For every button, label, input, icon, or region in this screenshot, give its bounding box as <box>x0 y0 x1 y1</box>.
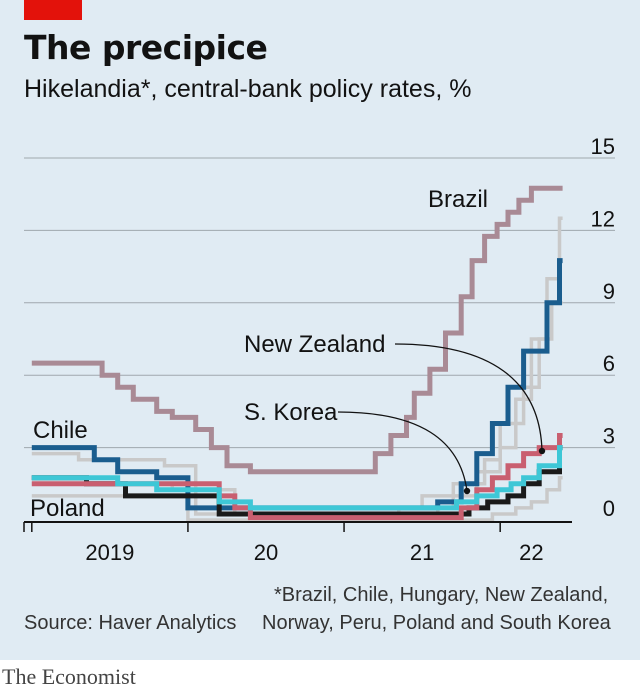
x-tick-label: 22 <box>519 540 543 565</box>
y-tick-label: 3 <box>603 424 615 449</box>
chart-subtitle: Hikelandia*, central-bank policy rates, … <box>24 75 472 103</box>
chart-panel: The precipice Hikelandia*, central-bank … <box>0 0 640 660</box>
x-tick-label: 20 <box>254 540 278 565</box>
series-line-chile <box>31 258 563 511</box>
label-poland: Poland <box>30 495 105 522</box>
y-tick-label: 6 <box>603 351 615 376</box>
y-tick-label: 15 <box>591 134 615 159</box>
publisher-brand: The Economist <box>2 664 136 689</box>
y-tick-label: 0 <box>603 496 615 521</box>
source-note: Source: Haver Analytics <box>24 612 237 634</box>
label-new-zealand: New Zealand <box>244 331 385 358</box>
series-line-other-b <box>31 216 563 516</box>
footnote-line-2: Norway, Peru, Poland and South Korea <box>262 612 611 634</box>
leader-dot-s-korea <box>463 487 471 495</box>
leader-line-s-korea <box>337 411 468 492</box>
y-tick-label: 9 <box>603 279 615 304</box>
series-line-other-c <box>31 476 563 522</box>
leader-line-new-zealand <box>394 343 543 452</box>
leader-dot-new-zealand <box>538 447 546 455</box>
y-tick-label: 12 <box>591 206 615 231</box>
chart-title: The precipice <box>24 28 268 67</box>
series-line-s-korea <box>31 445 563 511</box>
x-tick-label: 21 <box>410 540 434 565</box>
brand-red-tag <box>24 0 82 20</box>
label-s-korea: S. Korea <box>244 399 338 426</box>
x-tick-label: 2019 <box>85 540 134 565</box>
label-chile: Chile <box>33 417 88 444</box>
footnote-line-1: *Brazil, Chile, Hungary, New Zealand, <box>274 584 609 606</box>
label-brazil: Brazil <box>428 186 488 213</box>
series-line-brazil <box>31 185 563 475</box>
